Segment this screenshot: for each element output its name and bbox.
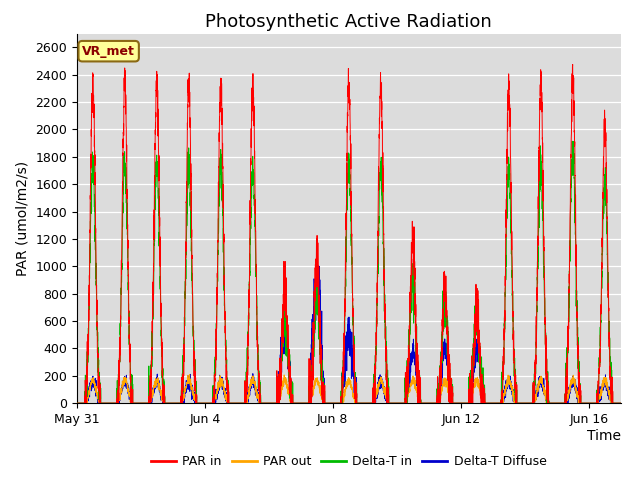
Title: Photosynthetic Active Radiation: Photosynthetic Active Radiation — [205, 12, 492, 31]
Text: Time: Time — [587, 429, 621, 443]
Text: VR_met: VR_met — [82, 45, 135, 58]
Legend: PAR in, PAR out, Delta-T in, Delta-T Diffuse: PAR in, PAR out, Delta-T in, Delta-T Dif… — [146, 450, 552, 473]
Y-axis label: PAR (umol/m2/s): PAR (umol/m2/s) — [15, 161, 29, 276]
